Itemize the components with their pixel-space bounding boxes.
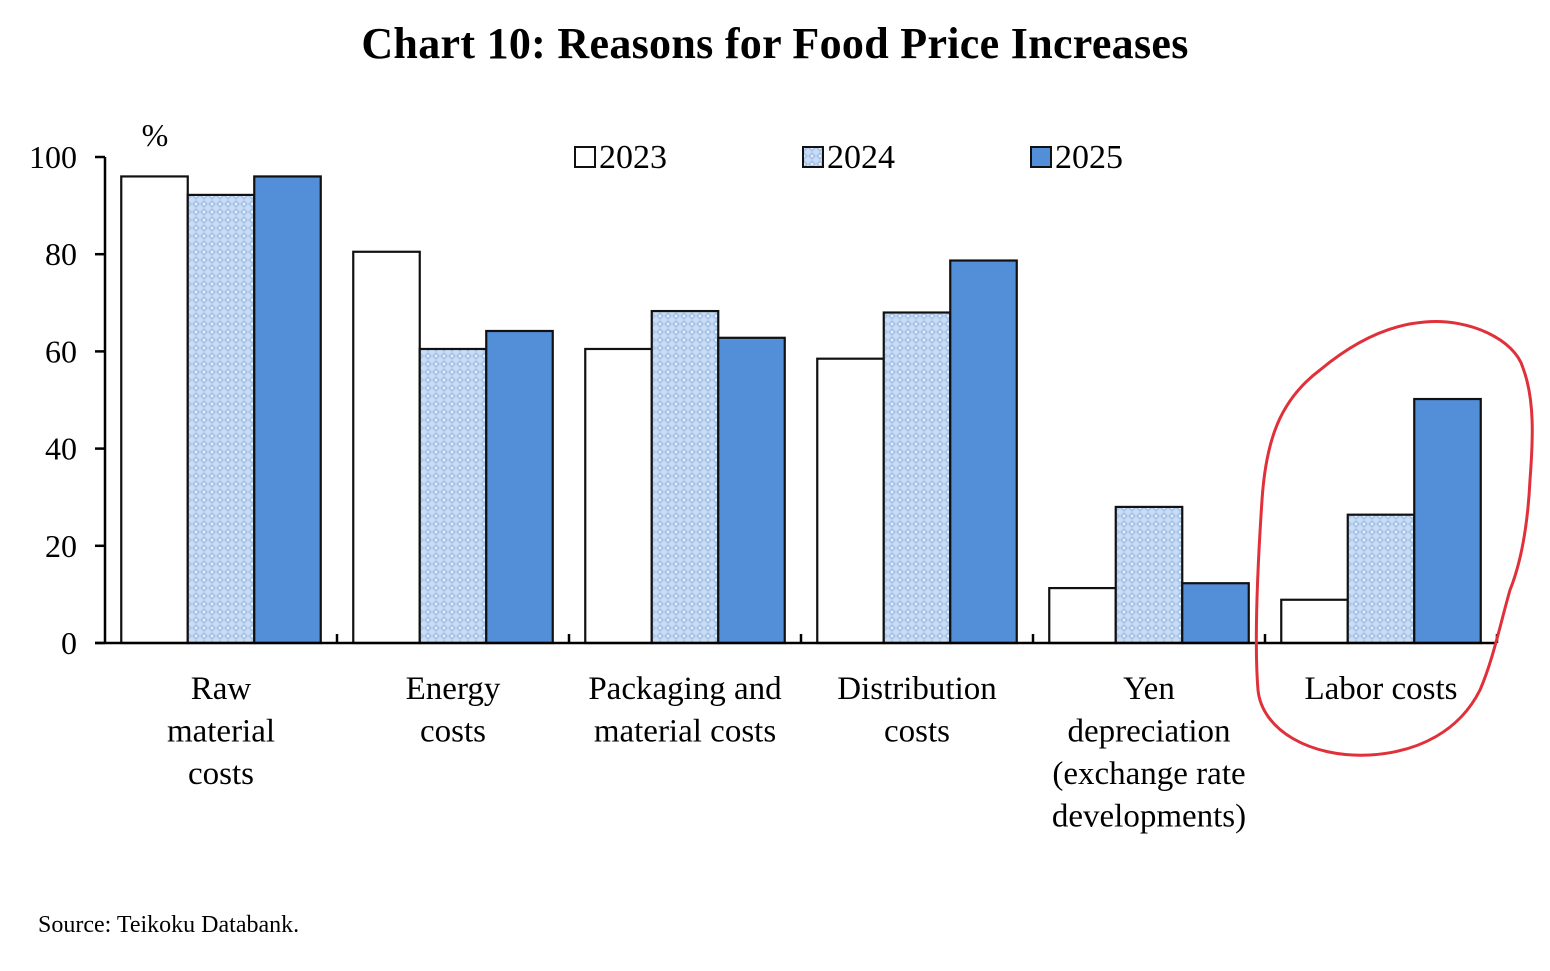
bar-2024-0 bbox=[186, 193, 256, 645]
y-tick-label: 20 bbox=[45, 528, 77, 564]
category-label: Raw material costs bbox=[167, 671, 275, 792]
legend-swatch-2023 bbox=[574, 146, 596, 168]
chart-title: Chart 10: Reasons for Food Price Increas… bbox=[361, 19, 1189, 68]
bar-2023-5 bbox=[1280, 598, 1349, 645]
bar-2025-3 bbox=[949, 259, 1018, 645]
legend-label-2024: 2024 bbox=[827, 139, 895, 176]
legend: 2023 2024 2025 bbox=[574, 139, 1123, 176]
category-label: Packaging and material costs bbox=[588, 671, 782, 750]
bar-2023-3 bbox=[816, 357, 885, 645]
bar-2025-2 bbox=[717, 336, 786, 645]
y-unit-label: % bbox=[142, 117, 169, 153]
y-tick-label: 60 bbox=[45, 333, 77, 369]
legend-label-2023: 2023 bbox=[599, 139, 667, 176]
y-tick-label: 0 bbox=[61, 625, 77, 661]
bar-2023-2 bbox=[584, 347, 653, 645]
category-label: Energy costs bbox=[406, 671, 501, 750]
legend-swatch-2024 bbox=[802, 146, 824, 168]
y-tick-label: 40 bbox=[45, 431, 77, 467]
bar-2025-5 bbox=[1413, 397, 1482, 645]
y-axis: 0 20 40 60 80 100 bbox=[29, 139, 107, 661]
bar-2024-5 bbox=[1346, 513, 1416, 645]
category-labels: Raw material costs Energy costs Packaging and… bbox=[167, 671, 1458, 835]
bar-2025-4 bbox=[1181, 582, 1250, 645]
bar-2025-0 bbox=[253, 175, 322, 645]
bar-2024-4 bbox=[1114, 505, 1184, 645]
category-label: Labor costs bbox=[1304, 671, 1457, 707]
bar-2024-3 bbox=[882, 311, 952, 645]
annotation-circle bbox=[1254, 320, 1534, 757]
legend-label-2025: 2025 bbox=[1055, 139, 1123, 176]
bar-2024-1 bbox=[418, 347, 488, 645]
bar-2023-4 bbox=[1048, 586, 1117, 645]
y-tick-label: 100 bbox=[29, 139, 77, 175]
y-tick-label: 80 bbox=[45, 236, 77, 272]
bar-2024-2 bbox=[650, 309, 720, 645]
bar-2023-0 bbox=[120, 175, 189, 645]
bar-2025-1 bbox=[485, 329, 554, 645]
bars-group bbox=[120, 175, 1482, 645]
bar-2023-1 bbox=[352, 250, 421, 645]
legend-swatch-2025 bbox=[1030, 146, 1052, 168]
category-label: Yen depreciation (exchange rate development… bbox=[1052, 671, 1246, 835]
category-label: Distribution costs bbox=[837, 671, 997, 750]
source-note: Source: Teikoku Databank. bbox=[38, 912, 300, 938]
